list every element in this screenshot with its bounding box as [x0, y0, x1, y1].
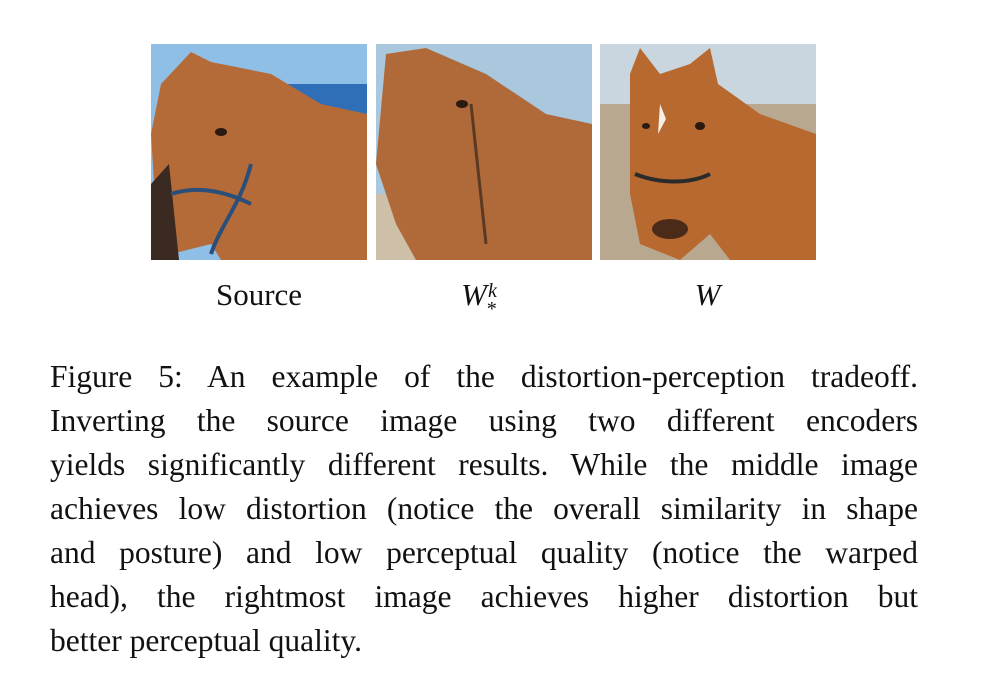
caption-line: Inverting the source image using two dif…	[50, 403, 918, 438]
wk-label-sup: k	[487, 280, 497, 302]
caption-line: yields significantly different results. …	[50, 447, 918, 482]
caption-line: better perceptual quality.	[50, 623, 362, 658]
source-label: Source	[215, 277, 303, 312]
caption-line: Figure 5: An example of the distortion-p…	[50, 359, 918, 394]
horse-w-inversion-photo-icon	[600, 44, 816, 260]
w-label-main: W	[694, 277, 722, 312]
figure-caption: Figure 5: An example of the distortion-p…	[50, 355, 918, 663]
w-inversion-image	[600, 44, 816, 260]
wk-label-main: W	[461, 277, 488, 312]
wk-inversion-image	[376, 44, 592, 260]
horse-wk-inversion-photo-icon	[376, 44, 592, 260]
source-image	[151, 44, 367, 260]
wk-label: Wk*	[376, 275, 592, 320]
caption-line: head), the rightmost image achieves high…	[50, 579, 918, 614]
caption-line: achieves low distortion (notice the over…	[50, 491, 918, 526]
caption-line: and posture) and low perceptual quality …	[50, 535, 918, 570]
wk-label-sub: *	[485, 298, 496, 320]
w-label: W	[600, 275, 816, 315]
horse-source-photo-icon	[151, 44, 367, 260]
